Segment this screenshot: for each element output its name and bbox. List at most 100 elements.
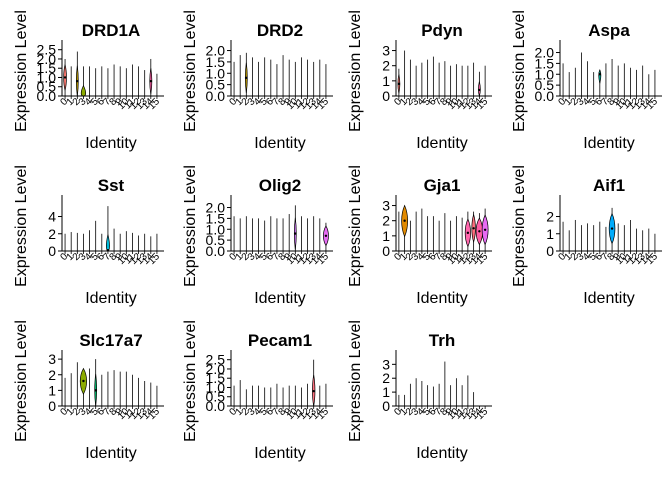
violin-body (105, 234, 110, 252)
x-axis-label: Identity (254, 445, 306, 462)
panel-title: Sst (98, 176, 125, 195)
panel-title: Aspa (588, 21, 630, 40)
panel-title: DRD2 (257, 21, 303, 40)
y-tick-label: 0.5 (37, 79, 57, 95)
y-tick-label: 0.5 (206, 77, 226, 93)
violin-point (149, 79, 153, 83)
y-tick-label: 0 (382, 243, 390, 259)
y-tick-label: 0.0 (206, 243, 226, 259)
y-tick-label: 0.0 (535, 88, 555, 104)
y-axis-label: Expression Level (13, 165, 30, 287)
y-tick-label: 2.0 (535, 45, 555, 61)
y-axis-label: Expression Level (347, 320, 364, 442)
y-tick-label: 4 (48, 209, 56, 225)
y-tick-label: 0 (48, 398, 56, 414)
y-tick-label: 1 (382, 228, 390, 244)
y-tick-label: 2 (48, 367, 56, 383)
y-tick-label: 2 (382, 370, 390, 386)
violin-point (294, 232, 297, 235)
y-tick-label: 0.5 (535, 77, 555, 93)
y-tick-label: 2 (48, 226, 56, 242)
y-tick-label: 3 (382, 43, 390, 59)
y-tick-label: 1.5 (206, 54, 226, 70)
violin-point (478, 88, 481, 92)
y-tick-label: 1.0 (206, 379, 226, 395)
violin-point (94, 389, 97, 392)
y-tick-label: 1.0 (206, 221, 226, 237)
y-axis-label: Expression Level (182, 10, 199, 132)
y-tick-label: 2.5 (37, 42, 57, 58)
y-tick-label: 1.0 (535, 66, 555, 82)
violin-point (466, 231, 470, 235)
y-axis-label: Expression Level (182, 165, 199, 287)
y-tick-label: 2.0 (206, 361, 226, 377)
x-axis-label: Identity (416, 445, 468, 462)
x-axis-label: Identity (85, 445, 137, 462)
y-tick-label: 2.0 (37, 51, 57, 67)
y-axis-label: Expression Level (347, 165, 364, 287)
y-axis-label: Expression Level (182, 320, 199, 442)
panel-olig2: Olig2 Expression Level Identity 0.00.51.01.… (182, 165, 333, 307)
y-axis-label: Expression Level (13, 320, 30, 442)
x-axis-label: Identity (254, 135, 306, 152)
x-axis-label: Identity (583, 290, 635, 307)
panel-pecam1: Pecam1 Expression Level Identity 0.00.51.01… (182, 320, 333, 462)
panel-title: Aif1 (593, 176, 625, 195)
y-tick-label: 1.5 (206, 370, 226, 386)
panel-drd1a: DRD1A Expression Level Identity 0.00.51.01.… (13, 10, 164, 152)
violin-point (610, 227, 614, 230)
y-tick-label: 0 (382, 88, 390, 104)
violin-body (478, 81, 481, 98)
y-tick-label: 1.0 (206, 65, 226, 81)
y-tick-label: 2.0 (206, 200, 226, 216)
y-axis-label: Expression Level (511, 165, 528, 287)
panel-title: Pdyn (421, 21, 463, 40)
panel-title: Slc17a7 (79, 331, 142, 350)
y-tick-label: 1.5 (535, 55, 555, 71)
y-tick-label: 2.0 (206, 43, 226, 59)
y-tick-label: 0.0 (206, 398, 226, 414)
y-tick-label: 0.0 (206, 88, 226, 104)
y-tick-label: 0.5 (206, 389, 226, 405)
panel-aspa: Aspa Expression Level Identity 0.00.51.01.5… (511, 10, 662, 152)
y-tick-label: 0 (48, 243, 56, 259)
panel-title: Olig2 (259, 176, 302, 195)
violin-point (63, 76, 67, 79)
y-tick-label: 0 (382, 398, 390, 414)
y-tick-label: 1 (382, 384, 390, 400)
y-tick-label: 1.0 (37, 69, 57, 85)
violin-body (598, 69, 602, 84)
violin-point (483, 228, 487, 231)
violin-body (80, 84, 87, 97)
violin-point (324, 234, 328, 237)
y-tick-label: 3 (48, 351, 56, 367)
x-axis-label: Identity (583, 135, 635, 152)
violin-point (82, 379, 85, 383)
x-axis-label: Identity (85, 290, 137, 307)
y-tick-label: 0 (546, 243, 554, 259)
y-axis-label: Expression Level (511, 10, 528, 132)
y-tick-label: 1 (48, 382, 56, 398)
y-tick-label: 3 (382, 198, 390, 214)
y-tick-label: 1.5 (206, 210, 226, 226)
y-axis-label: Expression Level (13, 10, 30, 132)
y-tick-label: 2 (382, 58, 390, 74)
violin-point (403, 219, 406, 222)
y-tick-label: 1 (382, 73, 390, 89)
violin-point (245, 76, 248, 80)
violin-point (312, 389, 315, 393)
panel-title: Pecam1 (248, 331, 312, 350)
panel-title: Trh (429, 331, 455, 350)
violin-point (472, 227, 475, 230)
y-tick-label: 0.0 (37, 88, 57, 104)
panel-drd2: DRD2 Expression Level Identity 0.00.51.01.5… (182, 10, 333, 152)
x-axis-label: Identity (254, 290, 306, 307)
y-tick-label: 2 (546, 209, 554, 225)
